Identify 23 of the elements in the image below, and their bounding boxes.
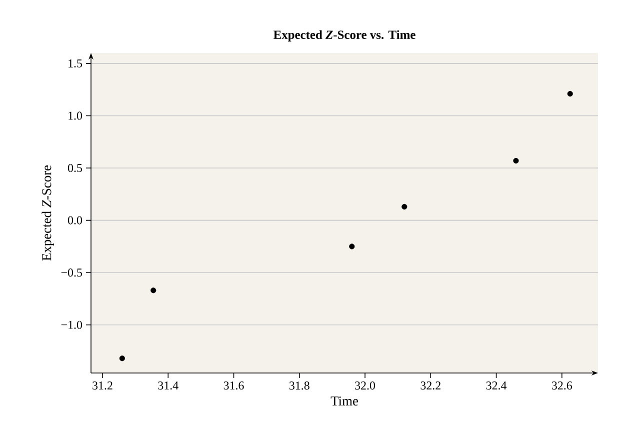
x-tick-label: 32.2 — [420, 382, 440, 390]
x-tick-label: 31.4 — [158, 382, 178, 390]
x-tick-label: 31.8 — [290, 382, 310, 390]
point — [567, 90, 573, 97]
y-tick-label: 0.0 — [68, 216, 82, 224]
x-tick-label: 32.6 — [552, 382, 572, 390]
point — [513, 158, 519, 164]
x-axis-title: Time — [330, 396, 358, 406]
point — [150, 288, 156, 294]
y-tick-label: 0.5 — [68, 164, 82, 172]
point — [119, 356, 125, 362]
x-tick-label: 31.6 — [224, 382, 244, 390]
x-tick-label: 32.0 — [355, 382, 376, 390]
point — [402, 204, 408, 210]
y-tick-label: −1.0 — [61, 320, 82, 329]
y-axis-title: Expected Z-Score — [42, 165, 54, 261]
y-tick-label: 1.0 — [68, 112, 82, 120]
y-tick-label: 1.5 — [68, 59, 82, 68]
x-tick-label: 31.2 — [92, 382, 112, 390]
point — [349, 244, 355, 250]
chart-title: Expected Z-Score vs. Time — [274, 30, 416, 42]
x-tick-label: 32.4 — [486, 382, 507, 390]
y-tick-label: −0.5 — [61, 268, 82, 277]
